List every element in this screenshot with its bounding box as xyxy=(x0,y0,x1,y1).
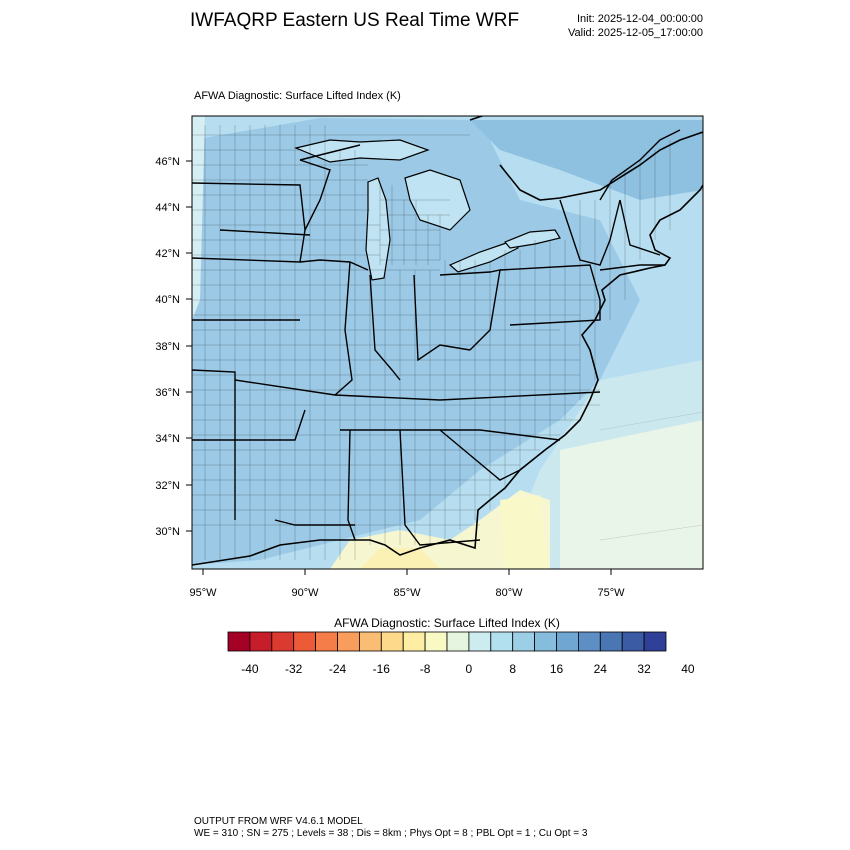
colorbar-cell xyxy=(643,631,667,652)
colorbar-label: 8 xyxy=(509,662,517,676)
lat-ticks xyxy=(186,160,192,532)
state-boundaries xyxy=(192,129,681,546)
lat-label: 40°N xyxy=(155,294,180,306)
colorbar-cell xyxy=(249,631,273,652)
colorbar xyxy=(227,631,667,652)
chart-title: IWFAQRP Eastern US Real Time WRF xyxy=(190,10,520,31)
colorbar-cell xyxy=(271,631,295,652)
field-region-north xyxy=(470,120,703,200)
colorbar-cell xyxy=(293,631,317,652)
lon-ticks xyxy=(202,569,612,575)
graticule xyxy=(599,411,703,541)
colorbar-cell xyxy=(358,631,382,652)
colorbar-cell xyxy=(424,631,448,652)
lat-labels: 46°N 44°N 42°N 40°N 38°N 36°N 34°N 32°N … xyxy=(155,156,180,538)
colorbar-cell xyxy=(468,631,492,652)
valid-time: Valid: 2025-12-05_17:00:00 xyxy=(568,27,703,39)
lake-erie xyxy=(448,239,519,273)
colorbar-cell xyxy=(402,631,426,652)
lat-label: 42°N xyxy=(155,248,180,260)
field-region-west xyxy=(192,116,205,320)
colorbar-cell xyxy=(227,631,251,652)
lon-label: 90°W xyxy=(291,587,319,599)
field-region-land xyxy=(192,118,640,565)
colorbar-cell xyxy=(512,631,536,652)
lake-michigan xyxy=(365,177,391,281)
colorbar-cell xyxy=(337,631,360,652)
lake-ontario xyxy=(504,229,561,249)
field-region-florida xyxy=(360,548,440,569)
colorbar-cell xyxy=(380,631,404,652)
colorbar-label: 32 xyxy=(637,662,651,676)
colorbar-cell xyxy=(315,631,338,652)
colorbar-cell xyxy=(578,631,601,652)
colorbar-label: -16 xyxy=(372,662,390,676)
colorbar-label: -8 xyxy=(419,662,431,676)
footer-config: WE = 310 ; SN = 275 ; Levels = 38 ; Dis … xyxy=(194,828,588,839)
colorbar-label: -32 xyxy=(285,662,303,676)
colorbar-label: 24 xyxy=(593,662,607,676)
lat-label: 34°N xyxy=(155,433,180,445)
colorbar-label: 16 xyxy=(549,662,564,676)
map-frame xyxy=(191,115,704,570)
colorbar-cell xyxy=(556,631,579,652)
county-grid xyxy=(192,125,671,560)
lat-label: 44°N xyxy=(155,202,180,214)
lat-label: 30°N xyxy=(155,526,180,538)
colorbar-title: AFWA Diagnostic: Surface Lifted Index (K… xyxy=(334,616,560,630)
lat-label: 36°N xyxy=(155,387,180,399)
lon-label: 95°W xyxy=(189,587,217,599)
colorbar-cell xyxy=(621,631,645,652)
lat-label: 46°N xyxy=(155,156,180,168)
field-region-atlantic xyxy=(500,495,548,569)
lat-label: 32°N xyxy=(155,480,180,492)
colorbar-cell xyxy=(534,631,557,652)
colorbar-label: 40 xyxy=(681,662,695,676)
lat-label: 38°N xyxy=(155,341,180,353)
colorbar-cell xyxy=(490,631,514,652)
map-plot-area xyxy=(192,116,703,569)
footer-model: OUTPUT FROM WRF V4.6.1 MODEL xyxy=(194,816,363,827)
colorbar-label: 0 xyxy=(465,662,473,676)
panel-title: AFWA Diagnostic: Surface Lifted Index (K… xyxy=(194,90,401,102)
colorbar-cell xyxy=(599,631,623,652)
init-time: Init: 2025-12-04_00:00:00 xyxy=(577,13,703,25)
colorbar-label: -40 xyxy=(241,662,259,676)
lon-label: 80°W xyxy=(495,587,523,599)
lon-label: 75°W xyxy=(597,587,625,599)
lon-label: 85°W xyxy=(393,587,421,599)
colorbar-label: -24 xyxy=(328,662,347,676)
colorbar-cell xyxy=(446,631,470,652)
coastline xyxy=(192,116,703,566)
lon-labels: 95°W 90°W 85°W 80°W 75°W xyxy=(189,587,625,599)
field-region-southeast xyxy=(560,420,703,569)
